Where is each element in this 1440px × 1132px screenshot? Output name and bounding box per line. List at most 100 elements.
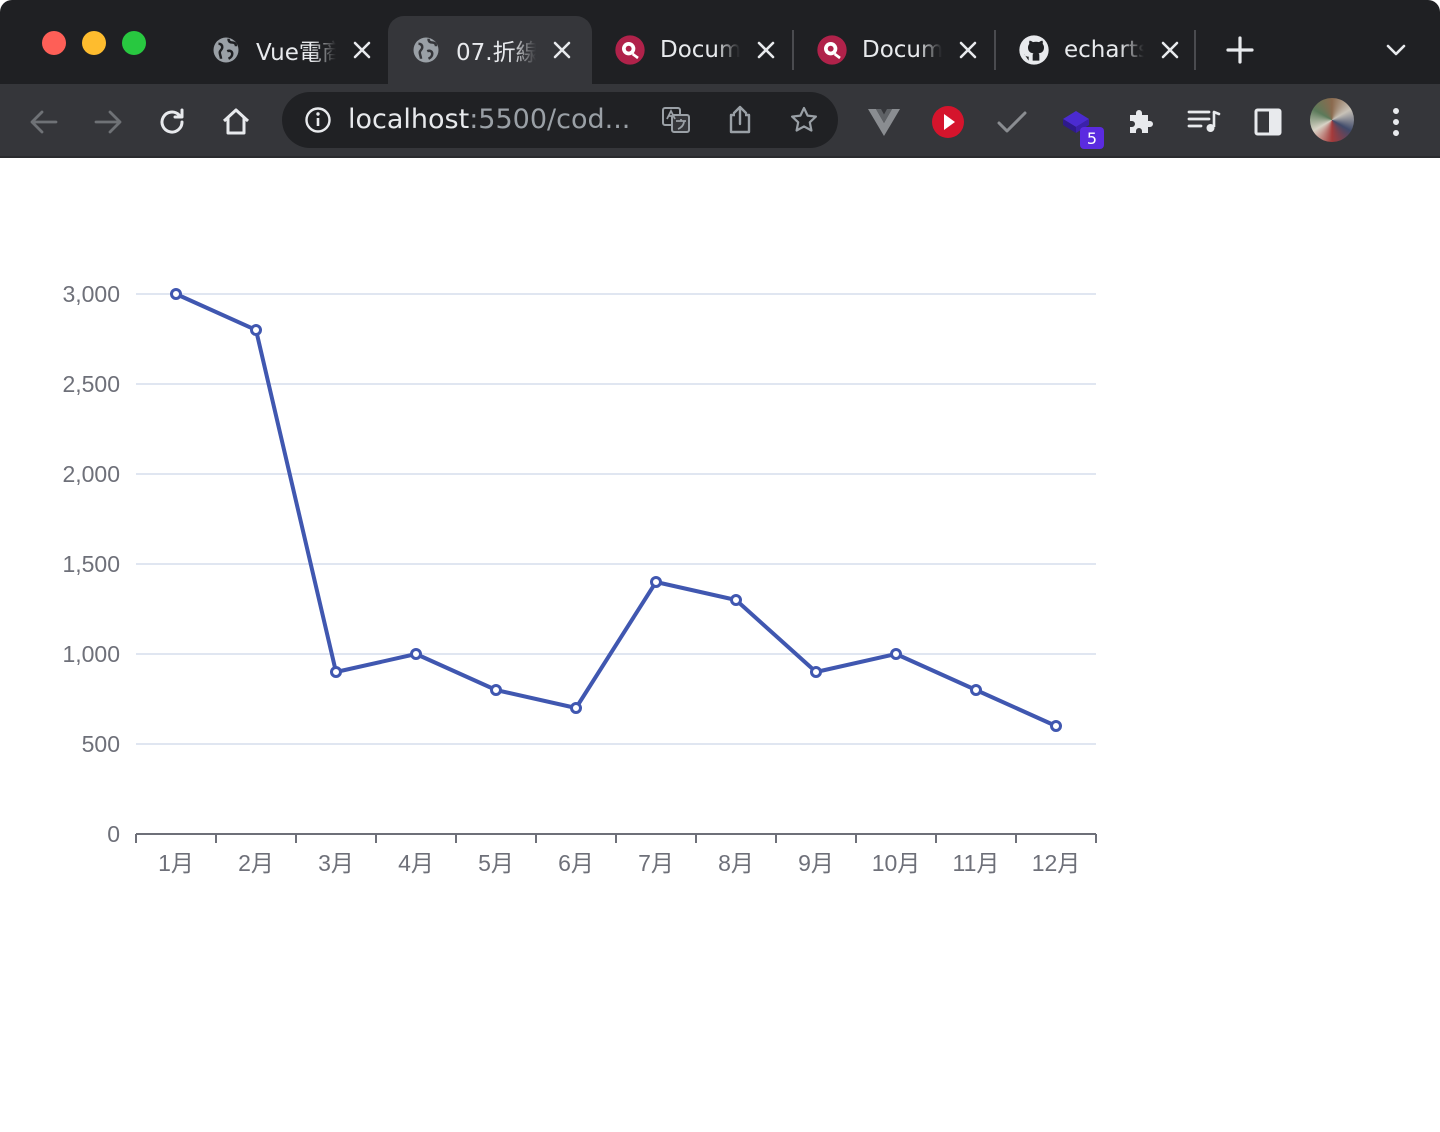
playlist-music-icon xyxy=(1187,110,1221,132)
tab-separator xyxy=(1194,30,1196,70)
globe-icon xyxy=(210,34,242,66)
x-tick-label: 2月 xyxy=(238,850,274,876)
y-tick-label: 2,500 xyxy=(62,371,120,397)
tab-separator xyxy=(994,30,996,70)
extension-badge: 5 xyxy=(1080,127,1104,149)
github-icon xyxy=(1018,34,1050,66)
close-icon[interactable] xyxy=(548,36,576,64)
arrow-right-icon xyxy=(94,110,122,134)
x-tick-label: 6月 xyxy=(558,850,594,876)
reload-icon xyxy=(160,108,184,134)
quasar-icon xyxy=(816,34,848,66)
window-zoom-button[interactable] xyxy=(122,31,146,55)
media-controls-button[interactable] xyxy=(1184,102,1224,142)
browser-menu-button[interactable] xyxy=(1376,102,1416,142)
data-point xyxy=(810,666,822,678)
tab-title: 07.折線 xyxy=(456,40,536,66)
video-extension[interactable] xyxy=(928,102,968,142)
close-icon[interactable] xyxy=(954,36,982,64)
data-point xyxy=(490,684,502,696)
url-text[interactable]: localhost:5500/cod... xyxy=(348,105,648,135)
series-layer xyxy=(170,288,1062,732)
y-tick-label: 500 xyxy=(82,731,120,757)
check-icon xyxy=(997,111,1027,133)
chevron-down-icon xyxy=(1386,44,1406,56)
checkmark-extension[interactable] xyxy=(992,102,1032,142)
cube-icon xyxy=(1063,111,1089,133)
y-axis-labels: 0 500 1,000 1,500 2,000 2,500 3,000 xyxy=(62,281,120,847)
x-axis xyxy=(135,833,1097,843)
tab-echarts[interactable]: echarts xyxy=(996,16,1198,84)
play-icon xyxy=(932,106,964,138)
forward-button[interactable] xyxy=(88,102,128,142)
arrow-left-icon xyxy=(30,110,58,134)
cube-extension[interactable] xyxy=(1056,102,1096,142)
x-tick-label: 8月 xyxy=(718,850,754,876)
x-tick-label: 11月 xyxy=(953,850,1000,876)
vue-icon xyxy=(868,109,900,136)
tab-line-chart[interactable]: 07.折線 xyxy=(388,16,592,84)
tab-search-button[interactable] xyxy=(1380,34,1412,66)
new-tab-button[interactable] xyxy=(1220,30,1260,70)
tab-title: Document xyxy=(660,37,740,63)
tab-document-2[interactable]: Document xyxy=(794,16,996,84)
home-button[interactable] xyxy=(216,102,256,142)
y-tick-label: 3,000 xyxy=(62,281,120,307)
chart-canvas: 0 500 1,000 1,500 2,000 2,500 3,000 1月 2月 3月 4月 5月… xyxy=(62,281,1097,876)
x-tick-label: 10月 xyxy=(872,850,921,876)
avatar[interactable] xyxy=(1310,98,1354,142)
home-icon xyxy=(222,108,250,135)
data-point xyxy=(250,324,262,336)
puzzle-icon xyxy=(1130,110,1153,133)
info-icon[interactable] xyxy=(302,104,334,136)
tab-title: Vue電商 xyxy=(256,40,336,66)
y-tick-label: 0 xyxy=(107,821,120,847)
translate-icon[interactable] xyxy=(660,104,692,136)
url-host: localhost xyxy=(348,105,470,135)
window-minimize-button[interactable] xyxy=(82,31,106,55)
star-icon[interactable] xyxy=(788,104,820,136)
plus-icon xyxy=(1226,36,1254,64)
close-icon[interactable] xyxy=(752,36,780,64)
line-chart: 0 500 1,000 1,500 2,000 2,500 3,000 1月 2月 3月 4月 5月… xyxy=(0,158,1440,1132)
side-panel-button[interactable] xyxy=(1248,102,1288,142)
side-panel-icon xyxy=(1254,108,1282,136)
data-point xyxy=(650,576,662,588)
reload-button[interactable] xyxy=(152,102,192,142)
x-axis-labels: 1月 2月 3月 4月 5月 6月 7月 8月 9月 10月 11月 12月 xyxy=(158,850,1080,876)
close-icon[interactable] xyxy=(1156,36,1184,64)
address-bar[interactable]: localhost:5500/cod... xyxy=(282,92,838,148)
tab-vue[interactable]: Vue電商 xyxy=(188,16,390,84)
grid-lines xyxy=(136,293,1096,745)
x-tick-label: 3月 xyxy=(318,850,354,876)
series-line xyxy=(174,292,1058,728)
vue-devtools-extension[interactable] xyxy=(864,102,904,142)
data-point xyxy=(730,594,742,606)
extensions-button[interactable] xyxy=(1120,102,1160,142)
data-point xyxy=(970,684,982,696)
kebab-menu-icon xyxy=(1393,108,1399,136)
back-button[interactable] xyxy=(24,102,64,142)
data-point xyxy=(410,648,422,660)
data-point xyxy=(330,666,342,678)
x-tick-label: 12月 xyxy=(1032,850,1081,876)
tab-separator xyxy=(792,30,794,70)
y-tick-label: 2,000 xyxy=(62,461,120,487)
tab-title: Document xyxy=(862,37,942,63)
y-tick-label: 1,500 xyxy=(62,551,120,577)
data-point xyxy=(570,702,582,714)
tab-document-1[interactable]: Document xyxy=(592,16,794,84)
tab-strip: Vue電商 07.折線 Document Document xyxy=(0,0,1440,84)
window-close-button[interactable] xyxy=(42,31,66,55)
globe-icon xyxy=(410,34,442,66)
x-tick-label: 7月 xyxy=(638,850,674,876)
close-icon[interactable] xyxy=(348,36,376,64)
x-tick-label: 1月 xyxy=(158,850,194,876)
tab-title: echarts xyxy=(1064,37,1144,63)
url-path: :5500/cod... xyxy=(469,105,631,135)
browser-toolbar: localhost:5500/cod... xyxy=(0,84,1440,158)
x-tick-label: 5月 xyxy=(478,850,514,876)
x-tick-label: 4月 xyxy=(398,850,434,876)
share-icon[interactable] xyxy=(724,104,756,136)
data-point xyxy=(890,648,902,660)
